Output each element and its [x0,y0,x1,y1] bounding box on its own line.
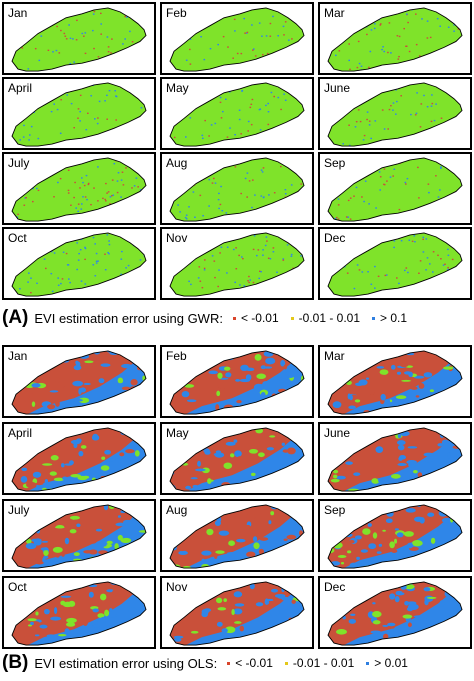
month-label: Sep [324,503,346,517]
map-cell-a-dec: Dec [318,227,472,300]
month-label: May [166,81,189,95]
region-map [169,232,305,297]
panel-a: Jan Feb Mar April May June July Aug Sep Oct Nov Dec… [2,2,472,332]
month-label: Aug [166,156,188,170]
map-cell-a-oct: Oct [2,227,156,300]
month-label: Oct [8,580,27,594]
region-map [11,350,147,415]
region-map [169,427,305,492]
legend-b-entry-mid: -0.01 - 0.01 [284,656,354,670]
legend-a: (A) EVI estimation error using GWR: < -0… [2,306,472,330]
region-map [11,7,147,72]
region-map [11,504,147,569]
region-map [169,581,305,646]
month-label: Aug [166,503,188,517]
month-label: Mar [324,6,345,20]
map-cell-b-oct: Oct [2,576,156,649]
region-map [11,232,147,297]
legend-b: (B) EVI estimation error using OLS: < -0… [2,651,472,675]
region-map [169,504,305,569]
region-map [169,82,305,147]
map-cell-b-nov: Nov [160,576,314,649]
map-cell-b-july: July [2,499,156,572]
month-label: April [8,426,33,440]
region-map [327,581,463,646]
map-cell-a-feb: Feb [160,2,314,75]
month-label: Feb [166,6,187,20]
panel-a-label: (A) [2,307,29,328]
map-cell-a-mar: Mar [318,2,472,75]
map-cell-b-mar: Mar [318,345,472,418]
legend-a-entry-low: < -0.01 [232,311,279,325]
legend-b-entry-high: > 0.01 [366,656,408,670]
map-cell-a-jan: Jan [2,2,156,75]
month-label: Sep [324,156,346,170]
region-map [11,157,147,222]
region-map [11,581,147,646]
map-cell-b-feb: Feb [160,345,314,418]
region-map [327,504,463,569]
map-cell-b-aug: Aug [160,499,314,572]
region-map [327,350,463,415]
region-map [327,427,463,492]
month-label: Oct [8,231,27,245]
map-cell-a-sep: Sep [318,152,472,225]
month-label: Nov [166,580,188,594]
map-cell-b-april: April [2,422,156,495]
panel-b: Jan Feb Mar April May June July Aug Sep Oct Nov Dec… [2,345,472,679]
month-label: June [324,81,351,95]
month-label: July [8,156,30,170]
month-label: Feb [166,349,187,363]
region-map [11,82,147,147]
panel-b-label: (B) [2,652,29,673]
region-map [327,7,463,72]
map-cell-a-nov: Nov [160,227,314,300]
region-map [169,157,305,222]
region-map [169,7,305,72]
month-label: Jan [8,349,28,363]
map-cell-a-may: May [160,77,314,150]
legend-b-title: EVI estimation error using OLS: [34,655,218,671]
region-map [327,232,463,297]
map-cell-b-dec: Dec [318,576,472,649]
region-map [11,427,147,492]
map-cell-a-june: June [318,77,472,150]
map-cell-a-aug: Aug [160,152,314,225]
month-label: May [166,426,189,440]
map-cell-a-april: April [2,77,156,150]
month-label: June [324,426,351,440]
month-label: Nov [166,231,188,245]
region-map [169,350,305,415]
legend-b-entry-low: < -0.01 [227,656,273,670]
map-cell-b-sep: Sep [318,499,472,572]
month-label: Dec [324,580,346,594]
map-cell-b-jan: Jan [2,345,156,418]
region-map [327,82,463,147]
month-label: Dec [324,231,346,245]
region-map [327,157,463,222]
map-cell-a-july: July [2,152,156,225]
map-cell-b-june: June [318,422,472,495]
legend-a-entry-mid: -0.01 - 0.01 [290,311,360,325]
month-label: Jan [8,6,28,20]
legend-a-entry-high: > 0.1 [372,311,407,325]
month-label: July [8,503,30,517]
map-cell-b-may: May [160,422,314,495]
month-label: April [8,81,33,95]
month-label: Mar [324,349,345,363]
legend-a-title: EVI estimation error using GWR: [34,310,223,326]
